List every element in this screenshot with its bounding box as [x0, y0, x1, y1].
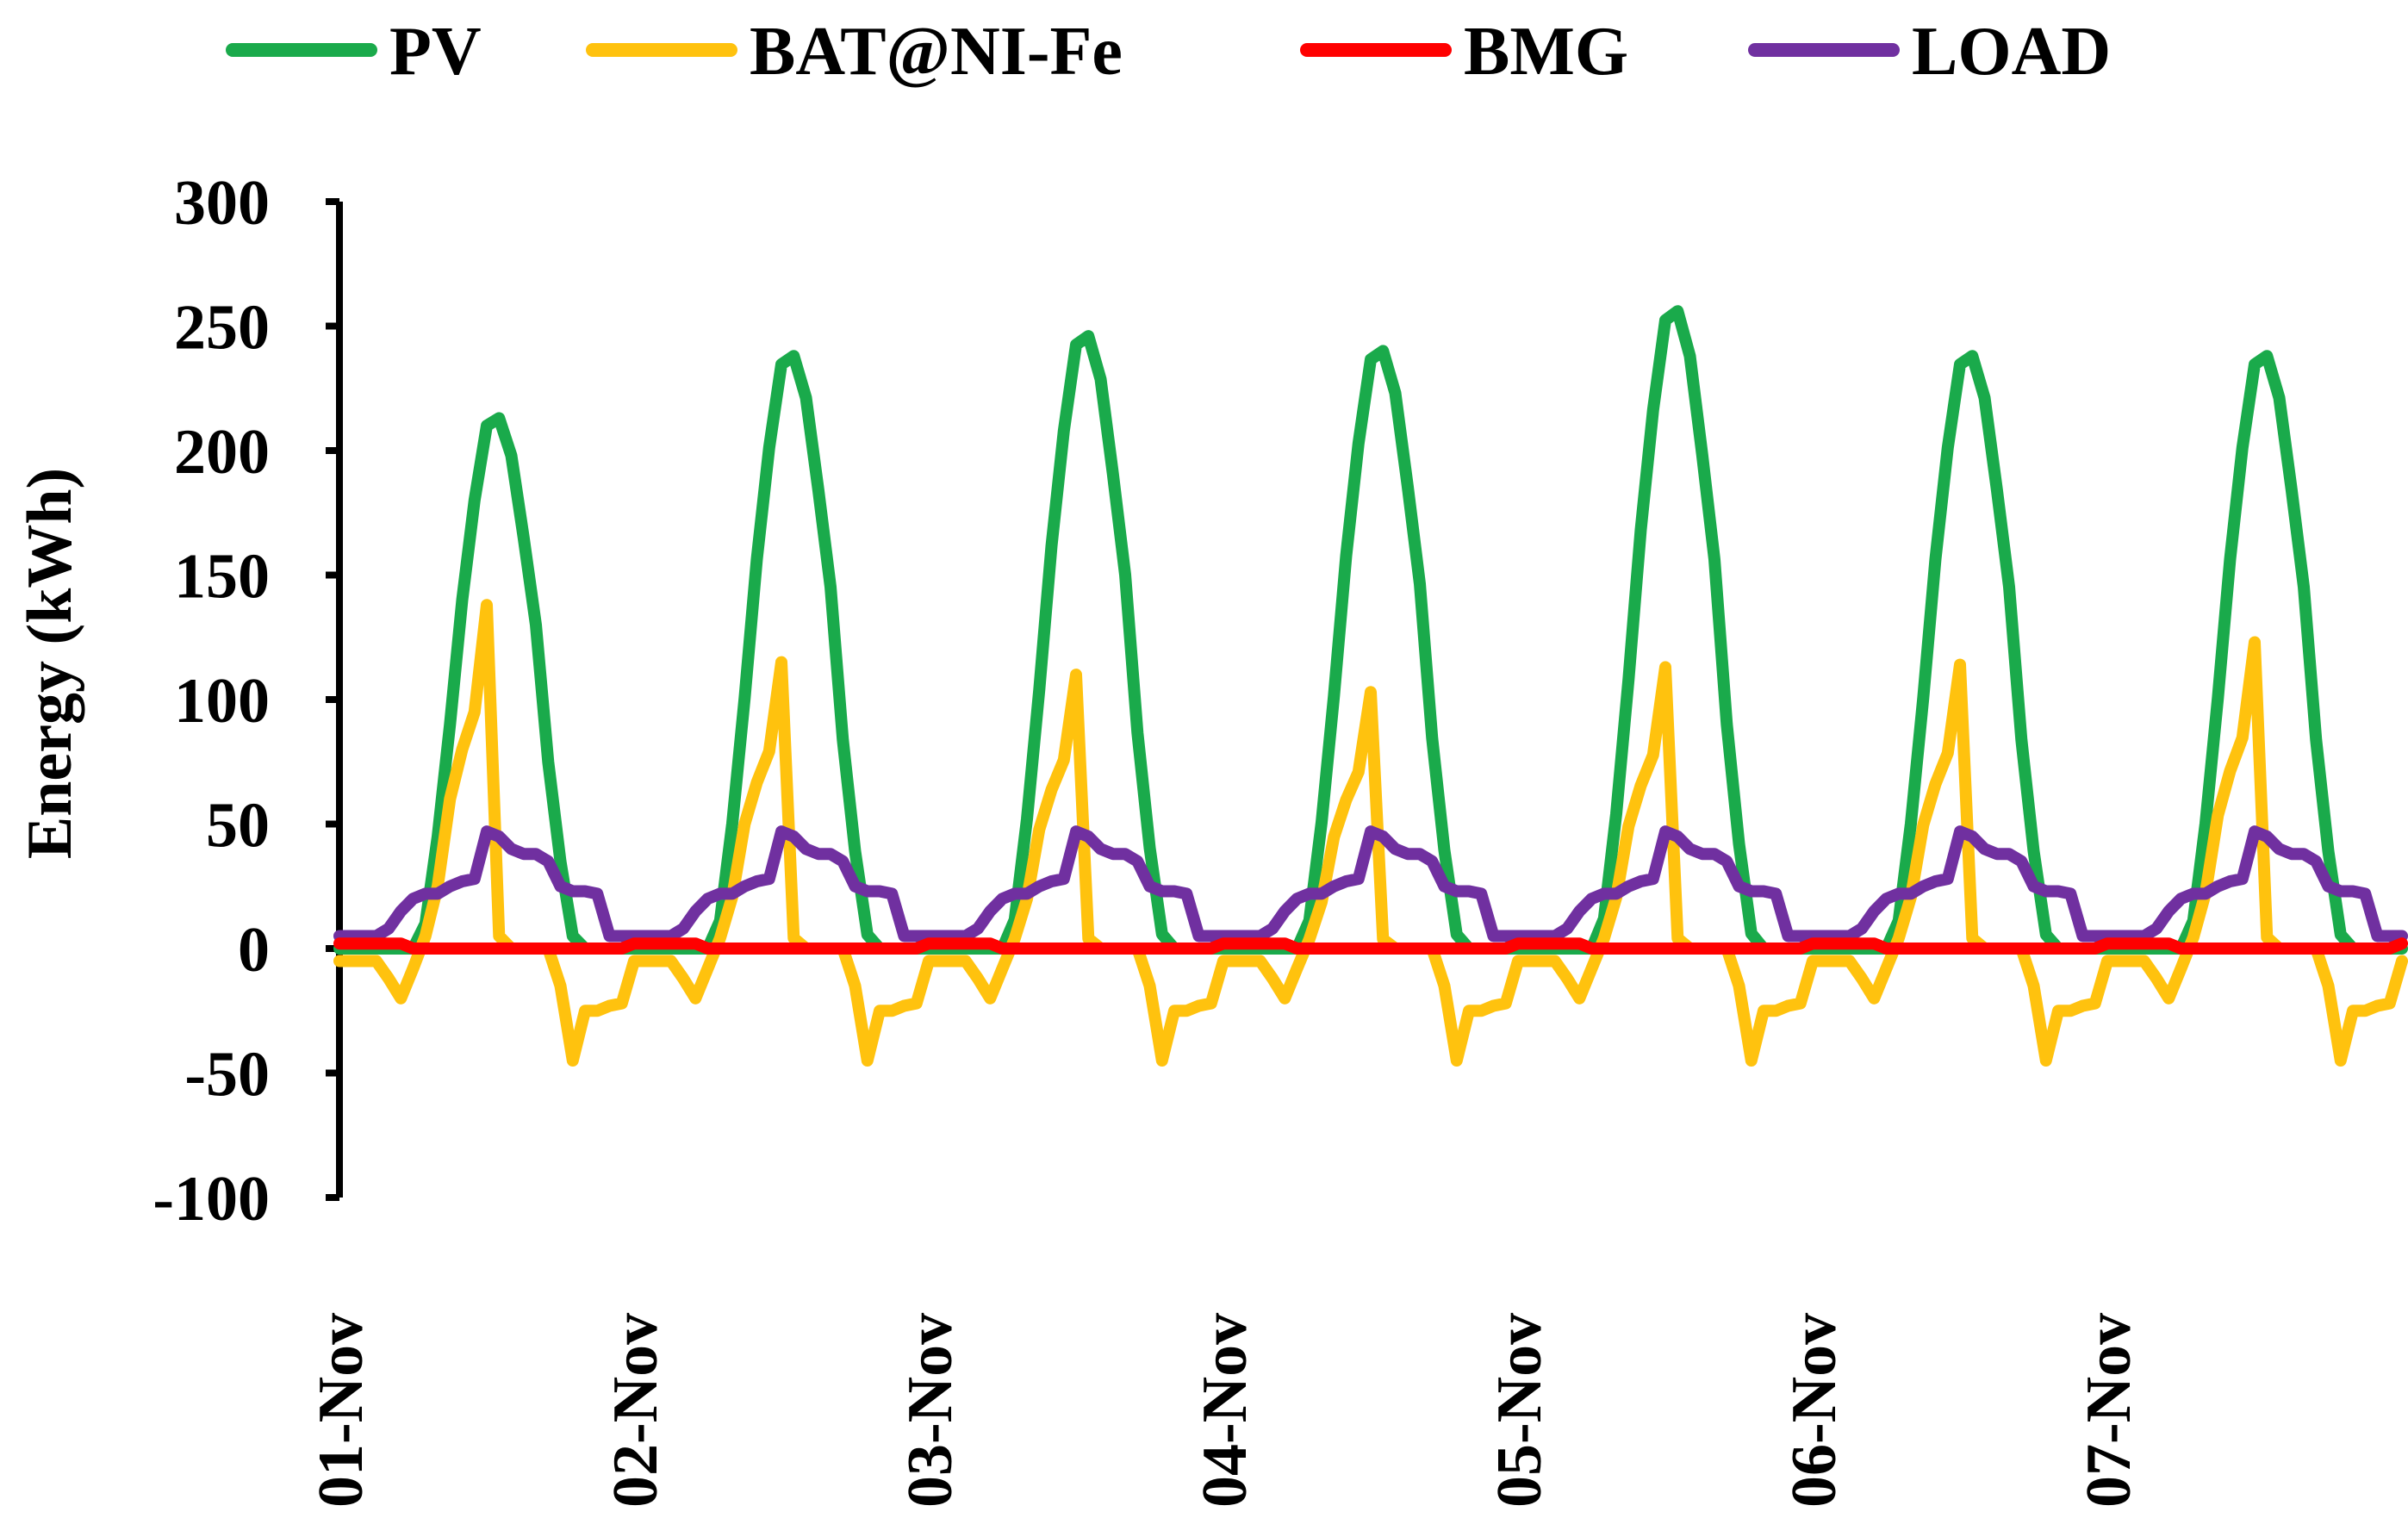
y-tick-label: 250	[174, 293, 270, 364]
x-tick-label: 04-Nov	[1190, 1313, 1260, 1508]
chart-legend: PV BAT@NI-Fe BMG LOAD	[226, 14, 2111, 90]
series-layer	[333, 305, 2408, 1067]
x-tick-label: 07-Nov	[2074, 1313, 2144, 1508]
series-line-bat-ni-fe	[333, 599, 2408, 1067]
legend-label: BMG	[1464, 14, 1628, 90]
legend-item-bmg: BMG	[1300, 14, 1628, 90]
x-tick-label: 03-Nov	[895, 1313, 966, 1508]
series-line-load	[333, 825, 2408, 943]
y-tick-label: 0	[238, 915, 270, 986]
x-axis: 01-Nov 02-Nov 03-Nov 04-Nov 05-Nov 06-Nov 07-N…	[306, 936, 2402, 1508]
series-line-bmg	[333, 937, 2408, 955]
y-axis-title: Energy (kWh)	[15, 468, 85, 859]
legend-label: LOAD	[1912, 14, 2111, 90]
y-tick-label: 200	[174, 417, 270, 488]
legend-label: BAT@NI-Fe	[750, 14, 1123, 90]
x-tick-label: 05-Nov	[1484, 1313, 1555, 1508]
legend-label: PV	[389, 14, 482, 90]
y-tick-label: -100	[152, 1164, 270, 1235]
legend-item-load: LOAD	[1748, 14, 2111, 90]
y-tick-label: 150	[174, 542, 270, 613]
y-tick-label: 300	[174, 168, 270, 239]
y-tick-label: 50	[206, 791, 270, 862]
legend-item-pv: PV	[226, 14, 482, 90]
x-tick-label: 01-Nov	[306, 1313, 376, 1508]
legend-item-bat-ni-fe: BAT@NI-Fe	[586, 14, 1123, 90]
x-tick-label: 02-Nov	[600, 1313, 671, 1508]
y-tick-label: -50	[184, 1040, 270, 1111]
x-tick-label: 06-Nov	[1779, 1313, 1850, 1508]
y-tick-label: 100	[174, 666, 270, 737]
y-axis: 300 250 200 150 100 50 0 -50 -100	[152, 168, 343, 1235]
